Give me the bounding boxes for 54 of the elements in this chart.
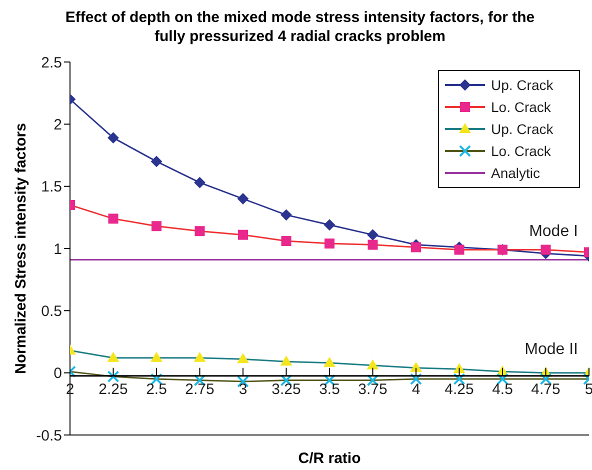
point	[324, 219, 335, 230]
point	[107, 352, 120, 362]
point	[366, 359, 379, 370]
point	[108, 214, 118, 224]
point	[107, 370, 120, 383]
legend-label: Up. Crack	[491, 77, 554, 93]
x-tick-label: 4.5	[492, 380, 513, 398]
y-tick-label: 0	[54, 365, 62, 382]
legend-label: Lo. Crack	[491, 99, 551, 115]
x-tick-label: 4.75	[531, 380, 560, 398]
y-tick-label: -0.5	[36, 427, 62, 444]
point	[454, 244, 464, 255]
x-tick-label: 2.25	[98, 380, 128, 398]
point	[108, 132, 119, 144]
y-tick-label: 2.5	[41, 54, 62, 72]
point	[238, 230, 248, 240]
point	[368, 240, 378, 250]
y-tick-label: 1	[54, 240, 62, 258]
x-axis-title: C/R ratio	[298, 450, 361, 467]
y-tick-label: 1.5	[41, 178, 62, 196]
x-tick-label: 3.75	[358, 380, 388, 398]
point	[324, 356, 336, 367]
point	[280, 209, 292, 220]
point	[410, 362, 422, 372]
point	[324, 238, 334, 249]
point	[152, 221, 162, 232]
point	[194, 177, 206, 188]
point	[194, 352, 206, 362]
point	[194, 226, 205, 236]
y-axis-title: Normalized Stress intensity factors	[12, 123, 30, 374]
point	[280, 356, 292, 366]
annotation: Mode II	[524, 341, 578, 359]
point	[238, 193, 248, 204]
point	[237, 353, 249, 364]
point	[151, 156, 162, 167]
point	[411, 242, 421, 252]
x-tick-label: 3.25	[272, 380, 301, 398]
point	[367, 229, 378, 240]
y-tick-label: 0.5	[41, 302, 62, 320]
point	[540, 244, 551, 255]
y-tick-label: 2	[54, 116, 62, 134]
x-tick-label: 4	[412, 380, 420, 398]
annotation: Mode I	[529, 223, 578, 241]
x-tick-label: 3	[238, 380, 248, 398]
legend-label: Up. Crack	[491, 121, 554, 137]
x-tick-label: 4.25	[444, 380, 474, 398]
legend-label: Lo. Crack	[491, 143, 551, 159]
point	[150, 352, 162, 362]
x-tick-label: 2.75	[185, 380, 214, 398]
x-tick-label: 2.5	[146, 380, 167, 398]
chart-title: Effect of depth on the mixed mode stress intensity factors, for the fully pressurized 4 radial cracks problem	[65, 8, 535, 46]
point	[281, 236, 292, 246]
x-tick-label: 3.5	[319, 380, 340, 398]
legend-label: Analytic	[491, 165, 540, 181]
